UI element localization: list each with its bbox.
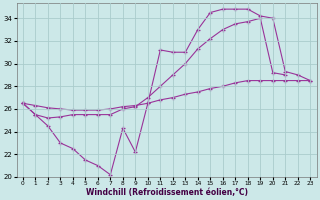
- X-axis label: Windchill (Refroidissement éolien,°C): Windchill (Refroidissement éolien,°C): [85, 188, 248, 197]
